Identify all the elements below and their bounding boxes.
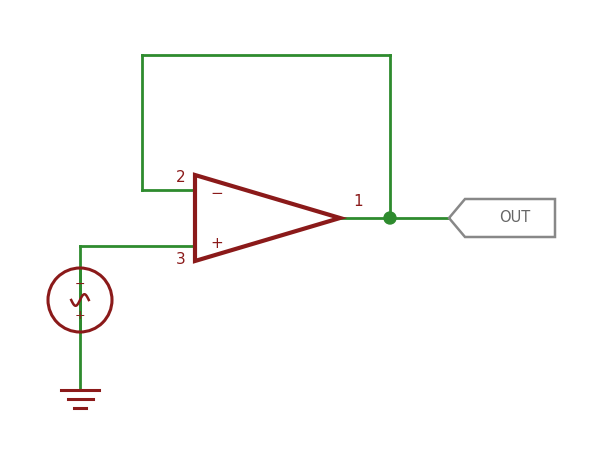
Text: +: + xyxy=(74,309,85,322)
Text: +: + xyxy=(211,235,223,251)
Text: 3: 3 xyxy=(176,252,186,267)
Text: 1: 1 xyxy=(353,194,363,210)
Circle shape xyxy=(384,212,396,224)
Text: −: − xyxy=(211,186,223,202)
Text: OUT: OUT xyxy=(499,211,530,225)
Text: −: − xyxy=(75,278,85,291)
Text: 2: 2 xyxy=(176,171,186,185)
